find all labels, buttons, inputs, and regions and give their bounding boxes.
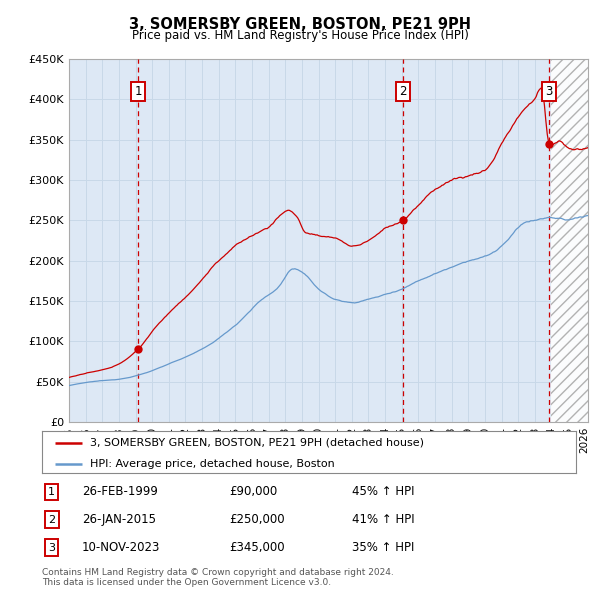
Text: HPI: Average price, detached house, Boston: HPI: Average price, detached house, Bost…: [90, 459, 335, 469]
Text: 35% ↑ HPI: 35% ↑ HPI: [352, 541, 414, 554]
Text: 26-FEB-1999: 26-FEB-1999: [82, 486, 158, 499]
Text: Price paid vs. HM Land Registry's House Price Index (HPI): Price paid vs. HM Land Registry's House …: [131, 30, 469, 42]
Text: 41% ↑ HPI: 41% ↑ HPI: [352, 513, 415, 526]
Text: 45% ↑ HPI: 45% ↑ HPI: [352, 486, 414, 499]
Text: Contains HM Land Registry data © Crown copyright and database right 2024.: Contains HM Land Registry data © Crown c…: [42, 568, 394, 576]
Text: 26-JAN-2015: 26-JAN-2015: [82, 513, 156, 526]
Text: 3, SOMERSBY GREEN, BOSTON, PE21 9PH (detached house): 3, SOMERSBY GREEN, BOSTON, PE21 9PH (det…: [90, 438, 424, 448]
Text: 1: 1: [134, 85, 142, 98]
Text: 3, SOMERSBY GREEN, BOSTON, PE21 9PH: 3, SOMERSBY GREEN, BOSTON, PE21 9PH: [129, 17, 471, 31]
Bar: [551, 59, 588, 422]
Text: 2: 2: [399, 85, 407, 98]
Text: 1: 1: [48, 487, 55, 497]
Text: This data is licensed under the Open Government Licence v3.0.: This data is licensed under the Open Gov…: [42, 578, 331, 587]
Text: 3: 3: [545, 85, 553, 98]
Text: £250,000: £250,000: [229, 513, 284, 526]
Text: £345,000: £345,000: [229, 541, 284, 554]
Text: 10-NOV-2023: 10-NOV-2023: [82, 541, 160, 554]
Text: 2: 2: [48, 515, 55, 525]
Text: £90,000: £90,000: [229, 486, 277, 499]
Text: 3: 3: [48, 543, 55, 553]
